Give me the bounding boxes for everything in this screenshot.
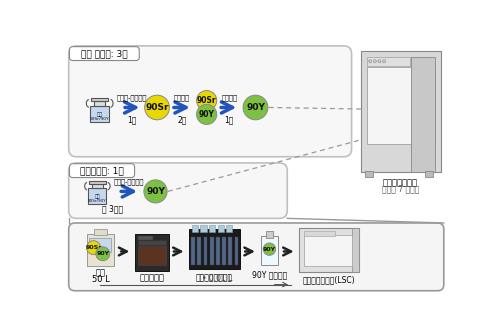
Bar: [90, 106, 109, 122]
Circle shape: [378, 60, 381, 63]
Text: 전처리-화학분리: 전처리-화학분리: [117, 95, 148, 101]
Bar: [191, 237, 195, 264]
Bar: [234, 237, 238, 264]
Circle shape: [263, 243, 276, 255]
Text: 90Y: 90Y: [263, 247, 276, 252]
Bar: [266, 231, 274, 238]
Bar: [192, 224, 198, 232]
Bar: [261, 236, 278, 265]
Text: 1주: 1주: [128, 115, 137, 124]
Text: 2주: 2주: [177, 115, 186, 124]
Text: 현행 분석법: 3주: 현행 분석법: 3주: [81, 49, 128, 58]
Bar: [138, 240, 166, 245]
Text: 90Y: 90Y: [96, 251, 110, 256]
Bar: [204, 237, 208, 264]
Bar: [361, 51, 440, 172]
Bar: [226, 224, 232, 232]
Bar: [367, 67, 434, 144]
Circle shape: [368, 60, 372, 63]
Bar: [88, 188, 106, 204]
Text: 90Y 정제용액: 90Y 정제용액: [252, 271, 287, 280]
Text: 90Sr/90Y: 90Sr/90Y: [90, 117, 110, 121]
Bar: [138, 246, 166, 264]
Bar: [200, 224, 206, 232]
Bar: [92, 184, 103, 188]
Bar: [198, 237, 201, 264]
Text: 90Sr/90Y: 90Sr/90Y: [88, 199, 107, 204]
Bar: [218, 224, 224, 232]
Bar: [228, 237, 232, 264]
Bar: [367, 57, 410, 66]
Bar: [216, 237, 220, 264]
Bar: [134, 234, 168, 271]
Text: 90Sr: 90Sr: [197, 96, 216, 105]
Circle shape: [374, 60, 376, 63]
Text: 화학분리: 화학분리: [221, 95, 237, 101]
Text: 1일: 1일: [224, 115, 234, 124]
Bar: [94, 229, 106, 235]
Bar: [94, 101, 106, 106]
Bar: [189, 229, 240, 269]
Text: 〈측정 7 시간〉: 〈측정 7 시간〉: [382, 184, 419, 194]
Circle shape: [196, 104, 216, 124]
Text: 해수: 해수: [96, 268, 106, 277]
Bar: [352, 228, 360, 272]
FancyBboxPatch shape: [68, 46, 352, 157]
Text: 90Y: 90Y: [246, 103, 265, 112]
Text: 액체섬광계수기(LSC): 액체섬광계수기(LSC): [303, 275, 356, 284]
Circle shape: [86, 241, 101, 255]
Bar: [304, 231, 336, 236]
Text: 50 L: 50 L: [92, 275, 110, 284]
Bar: [222, 237, 226, 264]
Bar: [89, 181, 106, 184]
Text: 자동핵종분리장치: 자동핵종분리장치: [196, 273, 233, 282]
Text: 〈 3시간: 〈 3시간: [102, 205, 124, 213]
Text: 신속분석법: 1일: 신속분석법: 1일: [80, 166, 124, 175]
Text: • 0.01 L: • 0.01 L: [202, 274, 232, 283]
Text: 전처리장치: 전처리장치: [139, 273, 164, 282]
Text: 액체섬광계수기: 액체섬광계수기: [383, 178, 418, 187]
FancyBboxPatch shape: [68, 163, 287, 218]
Bar: [304, 235, 352, 266]
Circle shape: [243, 95, 268, 120]
Text: 90Y: 90Y: [146, 187, 165, 196]
Text: 90Sr: 90Sr: [146, 103, 169, 112]
Circle shape: [196, 91, 216, 111]
Text: 90Y: 90Y: [198, 110, 214, 119]
Circle shape: [96, 247, 110, 261]
Bar: [425, 170, 433, 177]
Text: 전처리-화학분리: 전처리-화학분리: [114, 179, 144, 185]
Bar: [138, 236, 153, 240]
Text: 시료: 시료: [96, 112, 103, 117]
Bar: [210, 237, 214, 264]
FancyBboxPatch shape: [68, 223, 444, 291]
FancyBboxPatch shape: [70, 164, 134, 177]
Text: 시료: 시료: [94, 194, 100, 199]
Circle shape: [144, 95, 170, 120]
Bar: [209, 224, 215, 232]
Bar: [88, 234, 114, 266]
Bar: [411, 57, 434, 172]
Bar: [299, 228, 360, 272]
Bar: [89, 238, 110, 252]
Bar: [91, 98, 108, 101]
Text: 영속평형: 영속평형: [174, 95, 190, 101]
FancyBboxPatch shape: [70, 47, 139, 61]
Circle shape: [382, 60, 386, 63]
Circle shape: [144, 180, 167, 203]
Text: 90Sr: 90Sr: [86, 245, 102, 250]
Bar: [365, 170, 372, 177]
